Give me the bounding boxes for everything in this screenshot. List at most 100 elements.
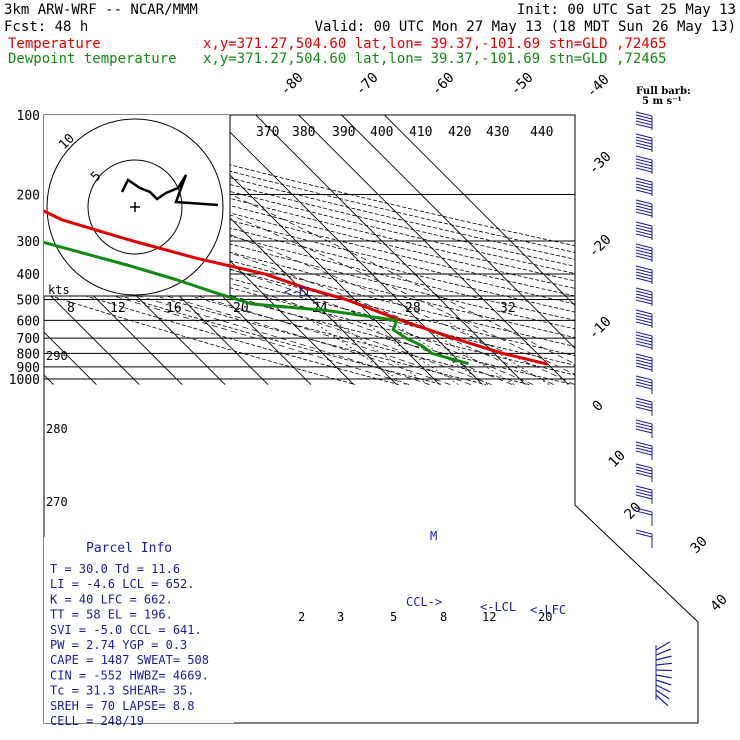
wind-barb-low — [655, 689, 670, 700]
wind-barb-flag — [635, 353, 653, 359]
mixing-ratio-label-20: 20 — [538, 610, 552, 624]
wind-barb-flag — [635, 186, 653, 192]
isotherm-20 — [255, 115, 526, 385]
wind-barb-flag — [635, 158, 653, 164]
dry-adiabat-430 — [44, 115, 698, 385]
dry-adiabat-440 — [44, 115, 698, 385]
wind-barb-flag — [635, 362, 653, 368]
isotherm-label--20: -20 — [586, 232, 615, 261]
isotherm-40 — [341, 115, 612, 385]
theta-e-label-420: 420 — [448, 125, 471, 140]
temperature-legend: Temperature — [8, 36, 101, 52]
wind-barb-flag — [635, 277, 653, 283]
wind-barb-flag — [635, 494, 653, 500]
wind-barb-flag — [635, 488, 653, 494]
hodograph-ring-5 — [87, 159, 183, 255]
moist-adiabat-35 — [180, 194, 596, 385]
wind-barb-flag — [635, 403, 653, 409]
parcel-info-title: Parcel Info — [86, 541, 172, 556]
wind-barb-flag — [635, 510, 653, 516]
wind-barb-low — [655, 674, 672, 679]
speed-label-20: 20 — [233, 301, 249, 316]
wind-barb-flag — [635, 532, 653, 538]
wind-barb-flag — [635, 381, 653, 387]
mixing-ratio-20 — [445, 320, 550, 385]
theta-e-label-370: 370 — [256, 125, 279, 140]
wind-barb-flag — [635, 227, 653, 233]
parcel-row-4: SVI = -5.0 CCL = 641. — [50, 623, 202, 637]
parcel-row-1: LI = -4.6 LCL = 652. — [50, 577, 195, 591]
wind-barb-flag — [635, 378, 653, 384]
lfc-marker: <-LFC — [530, 603, 566, 617]
wind-barb-flag — [635, 428, 653, 434]
isotherm-10 — [212, 115, 483, 385]
moist-adiabat-30 — [116, 194, 575, 385]
wind-barb-flag — [635, 252, 653, 258]
wind-barb-flag — [635, 117, 653, 123]
wind-barb-flag — [635, 202, 653, 208]
isotherm-50 — [384, 115, 655, 385]
wind-barb-flag — [635, 375, 653, 381]
dewpoint-line — [44, 125, 469, 366]
wind-barb-flag — [635, 491, 653, 497]
mixing-ratio-3 — [332, 320, 429, 385]
wind-barb-flag — [635, 155, 653, 161]
wind-barb-flag — [635, 189, 653, 195]
pressure-label-900: 900 — [17, 361, 40, 376]
ccl-marker: CCL-> — [406, 595, 442, 609]
pressure-label-1000: 1000 — [9, 373, 40, 388]
isotherm--80 — [44, 115, 97, 385]
wind-barb-low — [655, 669, 673, 672]
wind-barb-flag — [635, 123, 653, 129]
dewpoint-legend: Dewpoint temperature — [8, 51, 177, 67]
wind-barb-flag — [635, 343, 653, 349]
dry-adiabat-310 — [44, 115, 617, 385]
isotherm-label--70: -70 — [353, 70, 382, 99]
isotherm-label-0: 0 — [590, 398, 607, 415]
speed-label-16: 16 — [166, 301, 182, 316]
isotherm-label--80: -80 — [278, 70, 307, 99]
dry-adiabat-250 — [44, 115, 356, 385]
theta-e-label-390: 390 — [332, 125, 355, 140]
dry-adiabat-460 — [44, 115, 698, 385]
parcel-info-box: Parcel Info T = 30.0 Td = 11.6LI = -4.6 … — [44, 537, 234, 728]
mixing-ratio-label-2: 2 — [298, 610, 305, 624]
parcel-row-2: K = 40 LFC = 662. — [50, 592, 173, 606]
wind-barb-flag — [635, 444, 653, 450]
speed-unit-label: kts — [48, 283, 70, 297]
wind-barb-flag — [635, 246, 653, 252]
wind-barb-flag — [635, 167, 653, 173]
theta-e-label-380: 380 — [292, 125, 315, 140]
hodograph-background — [44, 115, 230, 296]
isotherm-label--40: -40 — [584, 72, 613, 101]
wind-barb-flag — [635, 139, 653, 145]
wind-barb-flag — [635, 255, 653, 261]
theta-label-290: 290 — [46, 349, 68, 363]
barb-legend-line1: Full barb: — [636, 86, 691, 97]
isotherm-label-30: 30 — [688, 534, 711, 557]
wind-barb-flag — [635, 450, 653, 456]
annotations: <-EL CCL-> <-LCL <-LFC M — [284, 285, 566, 617]
forecast-hour: Fcst: 48 h — [4, 19, 88, 35]
mixing-ratio-label-3: 3 — [337, 610, 344, 624]
hodograph-ring-10 — [46, 118, 224, 296]
parcel-row-3: TT = 58 EL = 196. — [50, 608, 173, 622]
dry-adiabat-270 — [44, 115, 443, 385]
parcel-row-10: CELL = 248/19 — [50, 714, 144, 728]
pressure-label-200: 200 — [17, 188, 40, 203]
pressure-label-700: 700 — [17, 332, 40, 347]
wind-barb-flag — [635, 400, 653, 406]
pressure-label-400: 400 — [17, 268, 40, 283]
moist-adiabat--5 — [44, 194, 430, 385]
pressure-label-500: 500 — [17, 294, 40, 309]
wind-barb-flag — [635, 406, 653, 412]
wind-barb-flag — [635, 318, 653, 324]
wind-barb-flag — [635, 111, 653, 117]
mixing-ratio-5 — [361, 320, 459, 385]
init-time: Init: 00 UTC Sat 25 May 13 — [517, 2, 736, 18]
mixing-ratio-2 — [311, 320, 406, 385]
model-title: 3km ARW-WRF -- NCAR/MMM — [4, 2, 198, 18]
wind-barb-flag — [635, 315, 653, 321]
hodograph-inset: 510 — [44, 115, 575, 297]
pressure-label-300: 300 — [17, 235, 40, 250]
